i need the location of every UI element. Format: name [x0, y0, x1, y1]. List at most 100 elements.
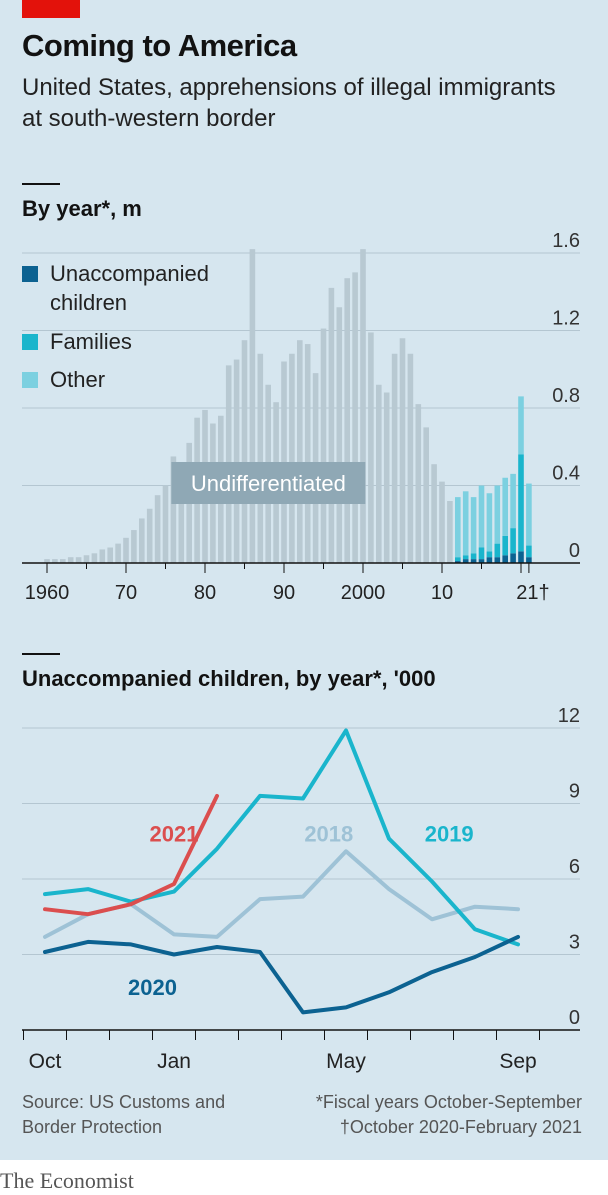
legend-label-unaccompanied: Unaccompanied children	[50, 261, 209, 315]
y-tick-label: 9	[569, 781, 580, 803]
bar-unaccompanied-2019	[510, 553, 516, 563]
bar-undifferentiated-1961	[52, 559, 58, 563]
x-tick-label: May	[326, 1050, 366, 1073]
y-tick-label: 1.6	[552, 230, 580, 252]
y-tick-label: 6	[569, 856, 580, 878]
bar-unaccompanied-2015	[478, 559, 485, 563]
bar-undifferentiated-1987	[257, 353, 264, 563]
series-label-2020: 2020	[128, 975, 177, 1000]
series-line-2021	[43, 793, 219, 917]
y-tick-label: 1.2	[552, 308, 580, 330]
y-tick-label: 12	[558, 705, 580, 727]
bar-undifferentiated-1975	[162, 485, 169, 563]
bar-undifferentiated-2001	[368, 332, 374, 563]
bar-unaccompanied-2014	[470, 559, 477, 563]
bar-unaccompanied-2020	[518, 551, 524, 563]
chart-panel	[0, 0, 608, 1160]
bar-undifferentiated-1962	[60, 559, 66, 563]
bar-families-2017	[494, 543, 501, 558]
bar-undifferentiated-1995	[320, 328, 327, 563]
series-line-2018	[43, 849, 520, 939]
x-tick-label: 10	[431, 582, 453, 604]
bar-undifferentiated-2008	[423, 427, 429, 563]
bar-unaccompanied-2021	[526, 557, 532, 563]
bar-undifferentiated-2007	[415, 404, 422, 563]
bar-undifferentiated-2009	[431, 464, 437, 563]
bar-undifferentiated-1964	[75, 557, 82, 563]
bar-undifferentiated-1970	[123, 537, 129, 563]
x-tick-label: 70	[115, 582, 137, 604]
bar-families-2013	[462, 555, 469, 560]
bar-families-2015	[478, 547, 485, 560]
economist-red-tag	[22, 0, 80, 18]
legend-swatch-other	[22, 372, 38, 388]
bar-undifferentiated-2002	[376, 384, 382, 563]
section-rule-1	[22, 183, 60, 185]
y-tick-label: 0	[569, 1007, 580, 1029]
bar-chart: 1.6 1.2 0.8 0.4 0 1960 70 80 90 2000 10 21† Undiffer…	[22, 230, 580, 604]
bar-undifferentiated-1985	[241, 340, 248, 563]
chart-title: Coming to America	[22, 28, 297, 63]
chart-subtitle: United States, apprehensions of illegal …	[22, 74, 556, 132]
footnote-fiscal-years: *Fiscal years October-September	[315, 1092, 582, 1112]
y-tick-label: 3	[569, 932, 580, 954]
series-line-2020	[43, 934, 520, 1015]
footnote-partial-year: †October 2020-February 2021	[339, 1117, 582, 1137]
annotation-box	[171, 462, 366, 504]
section-rule-2	[22, 653, 60, 655]
bar-undifferentiated-1976	[170, 456, 177, 563]
line-chart: 12 9 6 3 0 Oct Jan May Sep 2018 2019 2020 2021	[22, 705, 580, 1073]
footnotes: *Fiscal years October-September †October…	[262, 1090, 582, 1140]
series-label-2018: 2018	[304, 821, 353, 846]
line-panel-title: Unaccompanied children, by year*, '000	[22, 666, 436, 691]
bar-families-2012	[455, 557, 461, 562]
x-tick-label: 2000	[341, 582, 386, 604]
series-label-2021: 2021	[150, 821, 199, 846]
bar-undifferentiated-2010	[439, 481, 445, 563]
bar-families-2016	[486, 551, 493, 558]
bar-undifferentiated-1993	[304, 344, 311, 563]
bar-other-2017	[494, 485, 501, 544]
bar-undifferentiated-1973	[146, 508, 153, 563]
brand-logo: The Economist	[0, 1168, 134, 1193]
bar-families-2021	[526, 545, 532, 558]
bar-undifferentiated-1968	[107, 547, 113, 563]
bar-undifferentiated-2000	[360, 249, 366, 563]
bar-undifferentiated-1991	[289, 353, 295, 563]
bar-other-2018	[502, 477, 508, 536]
bar-other-2014	[470, 497, 477, 554]
bar-unaccompanied-2018	[502, 555, 508, 563]
bar-undifferentiated-1971	[131, 530, 137, 563]
legend-label-families: Families	[50, 329, 132, 354]
bar-families-2014	[470, 553, 477, 560]
bar-undifferentiated-1965	[83, 555, 90, 563]
bar-families-2018	[502, 535, 508, 556]
bar-families-2019	[510, 528, 516, 554]
bar-other-2020	[518, 396, 524, 455]
x-tick-label: Oct	[29, 1050, 62, 1073]
bar-families-2020	[518, 454, 524, 552]
bar-undifferentiated-1999	[352, 272, 358, 563]
bar-unaccompanied-2012	[455, 561, 461, 563]
x-tick-label: 21†	[516, 582, 549, 604]
bar-undifferentiated-1974	[154, 495, 161, 563]
bar-undifferentiated-1992	[297, 340, 303, 563]
x-tick-label: 90	[273, 582, 295, 604]
bar-unaccompanied-2016	[486, 557, 493, 563]
annotation-undifferentiated: Undifferentiated	[191, 471, 346, 496]
bar-undifferentiated-2003	[383, 392, 390, 563]
x-tick-label: 80	[194, 582, 216, 604]
bar-other-2021	[526, 483, 532, 546]
bar-undifferentiated-2011	[447, 501, 453, 563]
bar-other-2012	[455, 497, 461, 558]
bar-other-2015	[478, 485, 485, 548]
bar-undifferentiated-1972	[139, 518, 145, 563]
bar-other-2019	[510, 473, 516, 529]
legend-swatch-unaccompanied	[22, 266, 38, 282]
x-tick-label: Sep	[499, 1050, 536, 1073]
bar-undifferentiated-1986	[249, 249, 256, 563]
bar-unaccompanied-2013	[462, 559, 469, 563]
bar-other-2016	[486, 493, 493, 552]
bar-undifferentiated-1969	[115, 543, 121, 563]
series-label-2019: 2019	[425, 821, 474, 846]
